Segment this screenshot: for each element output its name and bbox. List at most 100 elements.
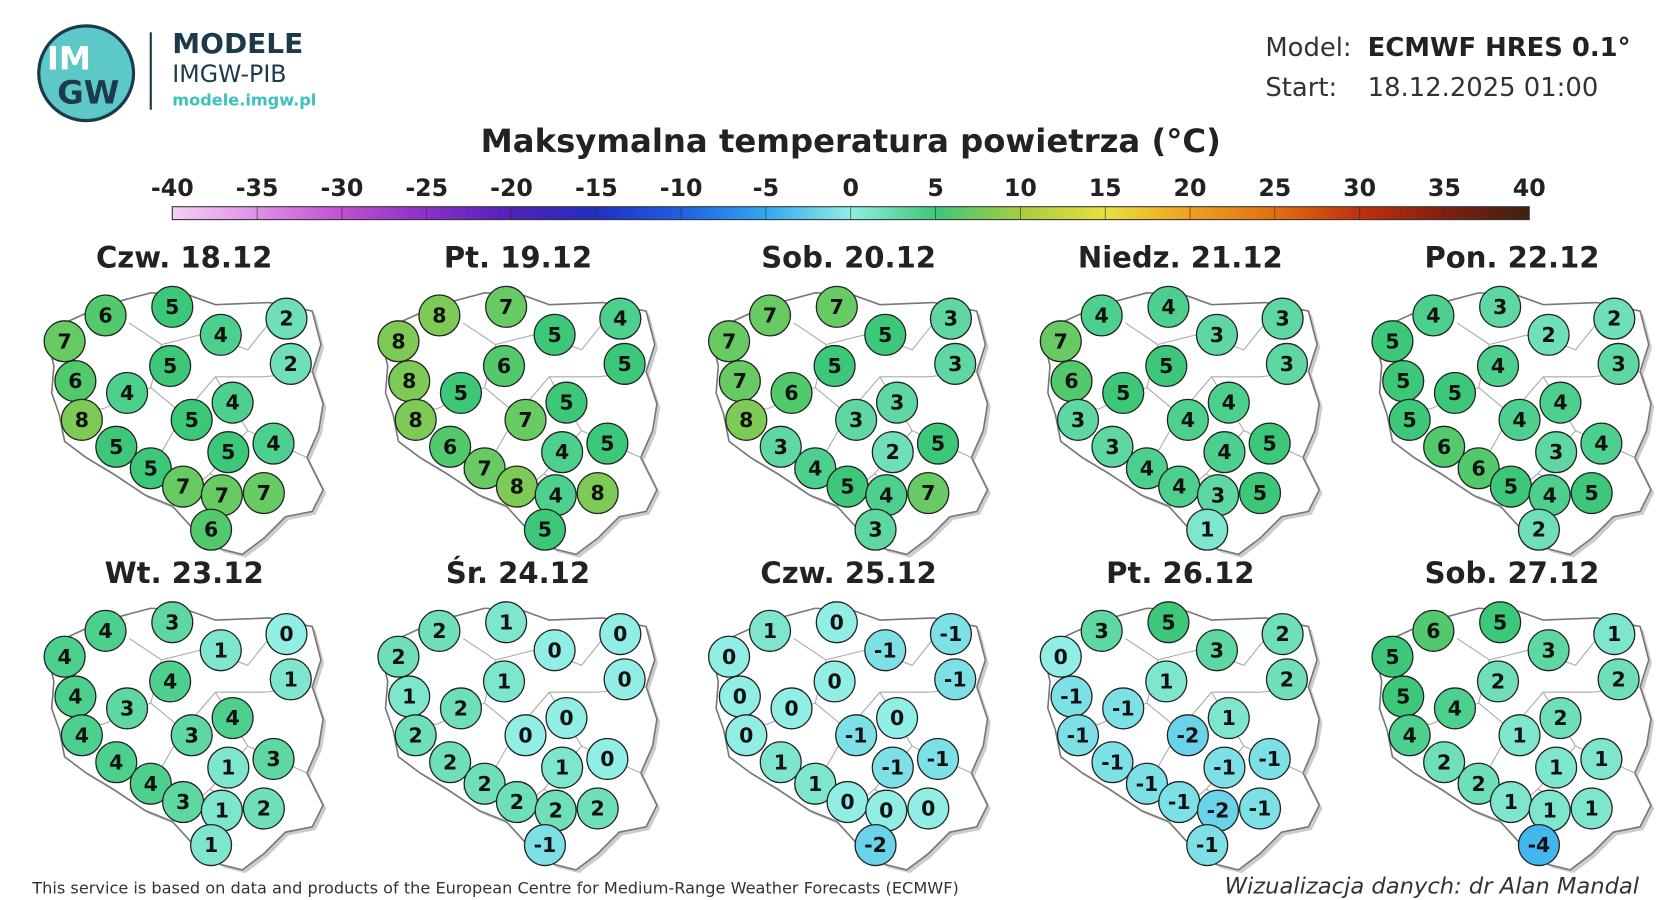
station-circle <box>269 342 312 385</box>
map-title: Sob. 20.12 <box>761 240 936 274</box>
station-value: 4 <box>225 706 239 730</box>
station-circle <box>242 787 285 830</box>
station-value: 3 <box>120 696 134 720</box>
station-value: 6 <box>1426 619 1440 643</box>
station-circle <box>770 371 813 415</box>
station-value: 8 <box>391 329 405 353</box>
station-value: 4 <box>1161 295 1175 319</box>
station-value: 5 <box>931 432 945 456</box>
station-circle <box>523 823 567 867</box>
station-circle <box>482 344 526 388</box>
station-circle <box>149 660 192 703</box>
station-circle <box>1476 344 1520 388</box>
station-value: 0 <box>600 747 614 771</box>
station-value: -1 <box>1168 790 1191 814</box>
station-value: 2 <box>1280 667 1294 691</box>
station-circle <box>523 508 567 551</box>
station-circle <box>1261 612 1304 656</box>
station-circle <box>545 696 588 740</box>
station-circle <box>1388 714 1431 757</box>
station-value: -2 <box>1176 723 1199 747</box>
station-circle <box>211 696 254 740</box>
forecast-map: Śr. 24.122 1 02 01 01 2 02 02 1 022 2 2-1 <box>377 556 661 874</box>
station-circle <box>207 746 250 789</box>
station-value: 5 <box>617 352 631 376</box>
station-circle <box>151 285 194 328</box>
station-circle <box>1597 342 1640 385</box>
station-circle <box>586 737 629 781</box>
station-circle <box>418 294 461 337</box>
station-value: 4 <box>549 483 563 507</box>
station-value: -1 <box>927 747 950 771</box>
colorbar-tick-label: 35 <box>1428 174 1461 202</box>
station-value: 5 <box>1116 381 1130 405</box>
station-value: 0 <box>827 670 841 694</box>
colorbar-tick-label: 40 <box>1513 174 1546 202</box>
station-circle <box>1371 635 1414 678</box>
station-value: 5 <box>547 323 561 347</box>
station-value: 4 <box>163 670 177 694</box>
station-value: 4 <box>808 456 822 480</box>
station-circle <box>252 422 295 465</box>
station-value: 6 <box>204 518 218 542</box>
station-value: 7 <box>57 329 71 353</box>
station-value: 8 <box>432 304 446 328</box>
colorbar-tick-label: -5 <box>753 174 779 202</box>
station-circle <box>541 431 584 474</box>
station-circle <box>1580 422 1623 465</box>
station-value: 5 <box>144 456 158 480</box>
station-value: 1 <box>284 667 298 691</box>
station-value: -1 <box>944 667 967 691</box>
station-circle <box>748 609 792 652</box>
station-value: 8 <box>75 408 89 432</box>
station-circle <box>907 787 950 830</box>
station-value: 8 <box>409 408 423 432</box>
station-value: 0 <box>279 622 293 646</box>
forecast-map: Wt. 23.124 3 04 14 14 3 44 34 1 343 1 21 <box>43 556 327 874</box>
station-value: 0 <box>840 790 854 814</box>
station-value: 7 <box>499 295 513 319</box>
station-circle <box>269 658 312 701</box>
station-circle <box>541 746 584 789</box>
station-value: 4 <box>1594 432 1608 456</box>
station-value: 1 <box>497 670 511 694</box>
station-circle <box>265 612 308 656</box>
station-circle <box>95 425 138 468</box>
station-circle <box>929 297 973 340</box>
station-value: 5 <box>1263 432 1277 456</box>
station-value: 4 <box>1140 456 1154 480</box>
station-circle <box>875 696 919 740</box>
station-value: 4 <box>1543 483 1557 507</box>
station-circle <box>854 823 897 867</box>
station-value: 2 <box>591 797 605 821</box>
station-value: 6 <box>443 435 457 459</box>
station-value: 2 <box>549 799 563 823</box>
station-value: 3 <box>165 610 179 634</box>
brand-url: modele.imgw.pl <box>172 91 316 110</box>
station-value: 0 <box>739 723 753 747</box>
colorbar-tick-label: 25 <box>1258 174 1291 202</box>
station-circle <box>377 320 420 363</box>
station-circle <box>265 297 308 340</box>
station-circle <box>1147 601 1190 644</box>
station-value: 4 <box>1095 304 1109 328</box>
station-circle <box>1261 297 1304 340</box>
station-value: 4 <box>75 723 89 747</box>
station-value: 1 <box>1222 706 1236 730</box>
station-circle <box>504 398 547 441</box>
station-value: 3 <box>1611 352 1625 376</box>
station-value: 1 <box>1512 723 1526 747</box>
station-value: 1 <box>499 610 513 634</box>
colorbar-tick-label: 0 <box>843 174 859 202</box>
station-circle <box>835 714 878 757</box>
station-value: 2 <box>1437 750 1451 774</box>
station-value: 4 <box>1172 475 1186 499</box>
station-circle <box>60 714 103 757</box>
colorbar-tick-label: 15 <box>1089 174 1122 202</box>
station-value: 7 <box>176 475 190 499</box>
station-circle <box>252 737 295 781</box>
station-value: 5 <box>1585 481 1599 505</box>
station-value: 3 <box>1105 435 1119 459</box>
station-circle <box>43 320 86 363</box>
brand-title: MODELE <box>172 27 303 60</box>
